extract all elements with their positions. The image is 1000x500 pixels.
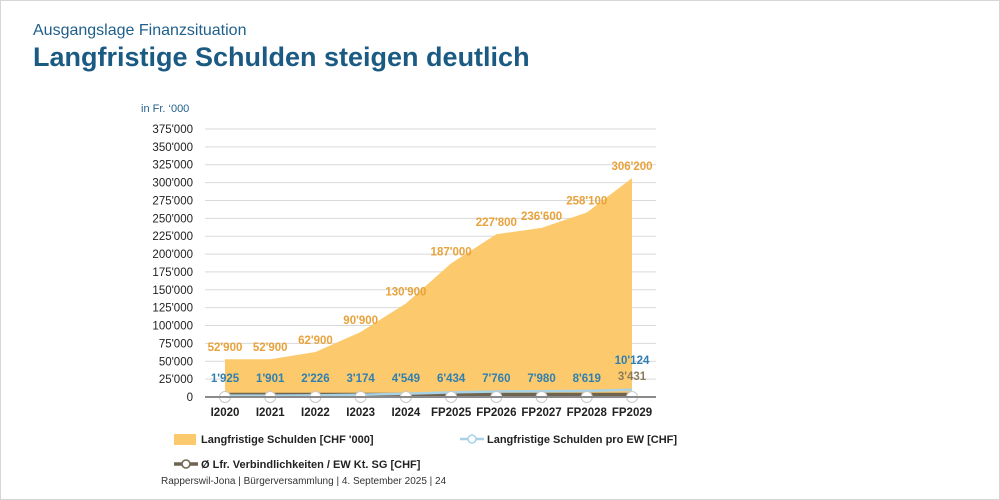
y-tick-label: 50'000 <box>159 356 193 368</box>
debt-data-label: 130'900 <box>385 286 426 298</box>
x-tick-label: I2022 <box>301 407 330 419</box>
debt-data-label: 62'900 <box>298 335 333 347</box>
x-tick-label: I2021 <box>256 407 285 419</box>
y-tick-label: 225'000 <box>152 231 193 243</box>
label-layer: 52'900 52'900 62'900 90'900 130'900 187'000 22… <box>208 161 653 385</box>
y-tick-label: 300'000 <box>152 178 193 190</box>
y-tick-label: 150'000 <box>152 285 193 297</box>
per-capita-data-label: 8'619 <box>573 373 601 385</box>
avg-data-label: 3'431 <box>618 371 647 383</box>
y-tick-label: 350'000 <box>152 142 193 154</box>
y-tick-label: 175'000 <box>152 267 193 279</box>
y-tick-label: 25'000 <box>159 374 193 386</box>
x-tick-label: FP2025 <box>431 407 472 419</box>
y-tick-label: 375'000 <box>152 124 193 136</box>
y-tick-label: 125'000 <box>152 303 193 315</box>
y-tick-label: 75'000 <box>159 338 193 350</box>
legend-swatch-debt <box>174 434 196 445</box>
debt-data-label: 90'900 <box>343 315 378 327</box>
x-tick-label: FP2027 <box>521 407 561 419</box>
x-tick-label: I2020 <box>211 407 240 419</box>
per-capita-line <box>224 388 633 397</box>
per-capita-data-label: 1'901 <box>256 373 285 385</box>
debt-data-label: 52'900 <box>208 342 243 354</box>
debt-data-label: 52'900 <box>253 342 288 354</box>
y-tick-label: 325'000 <box>152 160 193 172</box>
debt-area <box>225 178 632 397</box>
debt-data-label: 236'600 <box>521 211 562 223</box>
debt-data-label: 227'800 <box>476 217 517 229</box>
legend-marker-per-capita <box>467 434 477 444</box>
axis-layer: 0 25'000 50'000 75'000 100'000 125'000 150'000… <box>152 124 656 419</box>
per-capita-data-label: 4'549 <box>392 373 420 385</box>
x-tick-label: FP2029 <box>612 407 652 419</box>
slide-footer: Rapperswil-Jona | Bürgerversammlung | 4.… <box>161 476 447 487</box>
legend-marker-avg <box>181 459 191 469</box>
per-capita-data-label: 3'174 <box>347 373 376 385</box>
debt-data-label: 187'000 <box>431 246 472 258</box>
per-capita-data-label: 6'434 <box>437 373 466 385</box>
per-capita-data-label: 7'760 <box>482 373 510 385</box>
y-tick-label: 275'000 <box>152 195 193 207</box>
y-tick-label: 0 <box>187 392 193 404</box>
y-tick-label: 250'000 <box>152 213 193 225</box>
debt-data-label: 258'100 <box>566 196 607 208</box>
legend-layer: Langfristige Schulden [CHF '000] Langfris… <box>174 434 677 471</box>
slide-title: Langfristige Schulden steigen deutlich <box>33 42 530 72</box>
per-capita-data-label: 2'226 <box>301 373 329 385</box>
per-capita-data-label: 7'980 <box>527 373 555 385</box>
y-tick-label: 100'000 <box>152 321 193 333</box>
area-layer <box>225 178 632 397</box>
x-tick-label: I2023 <box>346 407 375 419</box>
per-capita-data-label: 1'925 <box>211 373 240 385</box>
legend-label-avg: Ø Lfr. Verbindlichkeiten / EW Kt. SG [CH… <box>201 459 421 471</box>
per-capita-data-label: 10'124 <box>615 355 650 367</box>
x-tick-label: FP2028 <box>567 407 608 419</box>
slide-supertitle: Ausgangslage Finanzsituation <box>33 22 247 39</box>
y-tick-label: 200'000 <box>152 249 193 261</box>
debt-data-label: 306'200 <box>611 161 652 173</box>
x-tick-label: FP2026 <box>476 407 516 419</box>
legend-label-per-capita: Langfristige Schulden pro EW [CHF] <box>487 434 677 446</box>
x-tick-label: I2024 <box>391 407 420 419</box>
legend-label-debt: Langfristige Schulden [CHF '000] <box>201 434 374 446</box>
unit-label: in Fr. ‘000 <box>141 103 189 115</box>
